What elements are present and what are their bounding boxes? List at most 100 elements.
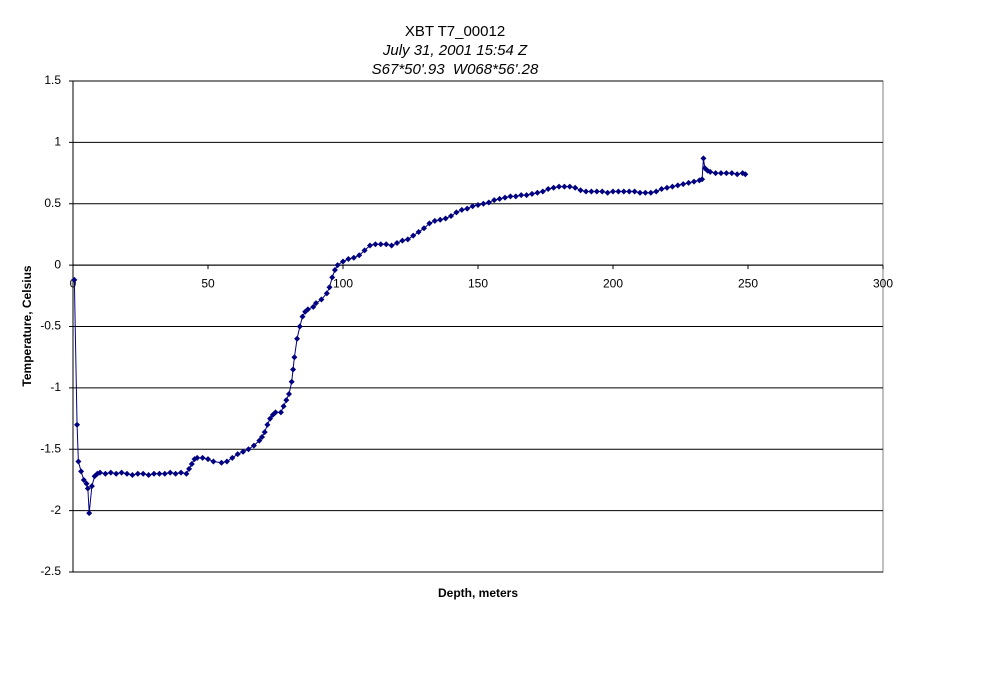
marker xyxy=(631,188,638,195)
marker xyxy=(74,421,81,428)
marker xyxy=(485,199,492,206)
marker xyxy=(259,433,265,440)
marker xyxy=(264,421,271,428)
marker xyxy=(107,469,114,476)
marker xyxy=(318,296,325,303)
marker xyxy=(388,242,395,249)
x-tick-label: 250 xyxy=(738,276,758,290)
y-tick-label: -0.5 xyxy=(40,319,61,333)
marker xyxy=(280,403,287,410)
marker xyxy=(674,182,681,189)
marker xyxy=(310,303,317,310)
marker xyxy=(437,216,444,223)
marker xyxy=(326,284,333,291)
marker xyxy=(394,240,400,247)
marker xyxy=(167,469,174,476)
marker xyxy=(356,252,363,259)
marker xyxy=(529,190,535,197)
marker xyxy=(210,458,217,465)
marker xyxy=(340,258,346,265)
marker xyxy=(291,354,298,361)
marker xyxy=(669,183,676,190)
marker xyxy=(583,188,589,195)
marker xyxy=(218,459,225,466)
marker xyxy=(71,276,78,283)
marker xyxy=(129,472,136,479)
marker xyxy=(664,184,670,191)
marker xyxy=(512,193,519,200)
marker xyxy=(458,206,465,213)
marker xyxy=(78,468,85,475)
marker xyxy=(734,171,741,178)
marker xyxy=(442,215,449,222)
marker xyxy=(118,469,125,476)
marker xyxy=(469,203,476,210)
marker xyxy=(604,189,611,196)
marker xyxy=(637,189,643,196)
marker xyxy=(304,306,311,313)
marker xyxy=(151,470,157,477)
marker xyxy=(296,323,303,330)
marker xyxy=(294,335,301,342)
marker xyxy=(124,470,130,477)
marker xyxy=(453,209,460,216)
marker xyxy=(685,179,692,186)
chart-title: XBT T7_00012 xyxy=(405,23,505,40)
y-tick-label: -2 xyxy=(50,503,61,517)
marker xyxy=(691,178,697,185)
marker xyxy=(83,480,90,487)
marker xyxy=(145,472,152,479)
chart-subtitle: July 31, 2001 15:54 Z xyxy=(382,42,528,59)
marker xyxy=(283,397,290,404)
marker xyxy=(172,470,179,477)
marker xyxy=(653,188,660,195)
marker xyxy=(277,409,284,416)
marker xyxy=(102,470,109,477)
marker xyxy=(415,228,422,235)
marker xyxy=(113,470,120,477)
marker xyxy=(288,378,295,385)
x-tick-label: 50 xyxy=(201,276,215,290)
marker xyxy=(156,470,163,477)
marker xyxy=(448,213,454,220)
marker xyxy=(700,155,707,162)
marker xyxy=(561,183,568,190)
marker xyxy=(205,456,211,463)
marker xyxy=(188,460,195,467)
y-tick-label: -2.5 xyxy=(40,564,61,578)
marker xyxy=(350,254,357,261)
marker xyxy=(599,188,606,195)
marker xyxy=(496,195,503,202)
marker xyxy=(523,192,530,199)
marker xyxy=(480,200,487,207)
marker xyxy=(313,300,319,307)
marker xyxy=(572,184,579,191)
marker xyxy=(194,454,201,461)
marker xyxy=(431,217,438,224)
marker xyxy=(518,192,525,199)
marker xyxy=(410,232,417,239)
marker xyxy=(240,448,247,455)
marker xyxy=(161,470,168,477)
marker xyxy=(334,262,341,269)
marker xyxy=(712,170,719,177)
marker xyxy=(610,188,616,195)
marker xyxy=(86,510,93,517)
y-tick-label: 0.5 xyxy=(44,196,61,210)
marker xyxy=(620,188,627,195)
marker xyxy=(647,189,654,196)
x-axis-label: Depth, meters xyxy=(438,586,518,600)
marker xyxy=(372,241,379,248)
marker xyxy=(742,171,749,178)
y-tick-label: 1 xyxy=(54,135,61,149)
marker xyxy=(383,241,390,248)
marker xyxy=(404,236,411,243)
marker xyxy=(88,483,95,490)
marker xyxy=(728,170,735,177)
marker xyxy=(718,170,724,177)
marker xyxy=(286,391,292,398)
marker xyxy=(329,274,336,281)
marker xyxy=(223,458,230,465)
y-tick-label: -1.5 xyxy=(40,441,61,455)
